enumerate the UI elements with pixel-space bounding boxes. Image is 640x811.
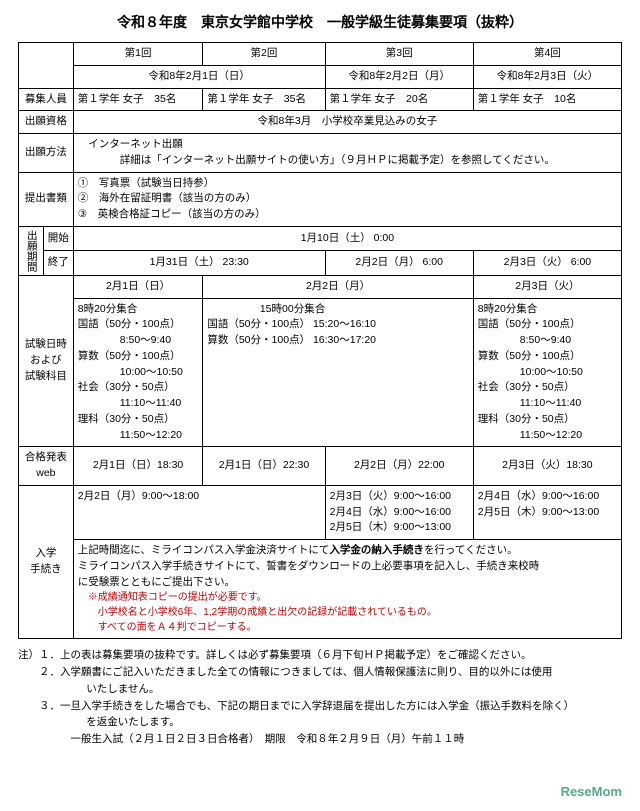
result-r2: 2月1日（日）22:30 — [203, 447, 325, 486]
note-1: 注）１．上の表は募集要項の抜粋です。詳しくは必ず募集要項（６月下旬ＨＰ掲載予定）… — [44, 647, 622, 664]
capacity-r2: 第１学年 女子 35名 — [203, 88, 325, 111]
procedure-r3: 2月3日（火）9:00～16:00 2月4日（水）9:00～16:00 2月5日… — [325, 485, 473, 539]
exam-r23: 15時00分集合 国語（50分・100点） 15:20～16:10 算数（50分… — [203, 298, 473, 447]
result-r3: 2月2日（月）22:00 — [325, 447, 473, 486]
capacity-r3: 第１学年 女子 20名 — [325, 88, 473, 111]
method: インターネット出願 詳細は「インターネット出願サイトの使い方」（９月ＨＰに掲載予… — [73, 134, 621, 173]
capacity-label: 募集人員 — [19, 88, 74, 111]
date-r12: 令和8年2月1日（日） — [73, 65, 325, 88]
end-label: 終了 — [43, 251, 73, 276]
documents-label: 提出書類 — [19, 172, 74, 226]
note-3b: 一般生入試（２月１日２日３日合格者） 期限 令和８年２月９日（月）午前１１時 — [44, 731, 622, 748]
round-2: 第2回 — [203, 43, 325, 66]
eligibility-label: 出願資格 — [19, 111, 74, 134]
round-3: 第3回 — [325, 43, 473, 66]
procedure-notes: 上記時間迄に、ミライコンパス入学金決済サイトにて入学金の納入手続きを行ってくださ… — [73, 540, 621, 639]
procedure-r12: 2月2日（月）9:00～18:00 — [73, 485, 325, 539]
page-title: 令和８年度 東京女学館中学校 一般学級生徒募集要項（抜粋） — [18, 12, 622, 32]
date-r3: 令和8年2月2日（月） — [325, 65, 473, 88]
start-label: 開始 — [43, 226, 73, 251]
period-start: 1月10日（土） 0:00 — [73, 226, 621, 251]
eligibility: 令和8年3月 小学校卒業見込みの女子 — [73, 111, 621, 134]
footnotes: 注）１．上の表は募集要項の抜粋です。詳しくは必ず募集要項（６月下旬ＨＰ掲載予定）… — [18, 647, 622, 748]
end-r4: 2月3日（火） 6:00 — [473, 251, 621, 276]
result-r4: 2月3日（火）18:30 — [473, 447, 621, 486]
period-label: 出願期間 — [19, 226, 44, 275]
note-3: ３．一旦入学手続きをした場合でも、下記の期日までに入学辞退届を提出した方には入学… — [44, 698, 622, 732]
result-label: 合格発表 web — [19, 447, 74, 486]
round-1: 第1回 — [73, 43, 203, 66]
procedure-r4: 2月4日（水）9:00～16:00 2月5日（木）9:00～13:00 — [473, 485, 621, 539]
capacity-r4: 第１学年 女子 10名 — [473, 88, 621, 111]
capacity-r1: 第１学年 女子 35名 — [73, 88, 203, 111]
exam-label: 試験日時 および 試験科目 — [19, 275, 74, 447]
procedure-label: 入学 手続き — [19, 485, 74, 639]
logo: ReseMom — [561, 784, 622, 799]
result-r1: 2月1日（日）18:30 — [73, 447, 203, 486]
date-r4: 令和8年2月3日（火） — [473, 65, 621, 88]
admission-table: 第1回 第2回 第3回 第4回 令和8年2月1日（日） 令和8年2月2日（月） … — [18, 42, 622, 639]
note-2: ２．入学願書にご記入いただきました全ての情報につきましては、個人情報保護法に則り… — [44, 664, 622, 698]
end-r3: 2月2日（月） 6:00 — [325, 251, 473, 276]
exam-head-r4: 2月3日（火） — [473, 275, 621, 298]
exam-head-r1: 2月1日（日） — [73, 275, 203, 298]
method-label: 出願方法 — [19, 134, 74, 173]
exam-r4: 8時20分集合 国語（50分・100点） 8:50～9:40 算数（50分・10… — [473, 298, 621, 447]
documents: ① 写真票（試験当日持参） ② 海外在留証明書（該当の方のみ） ③ 英検合格証コ… — [73, 172, 621, 226]
exam-head-r23: 2月2日（月） — [203, 275, 473, 298]
exam-r1: 8時20分集合 国語（50分・100点） 8:50～9:40 算数（50分・10… — [73, 298, 203, 447]
end-r12: 1月31日（土） 23:30 — [73, 251, 325, 276]
round-4: 第4回 — [473, 43, 621, 66]
